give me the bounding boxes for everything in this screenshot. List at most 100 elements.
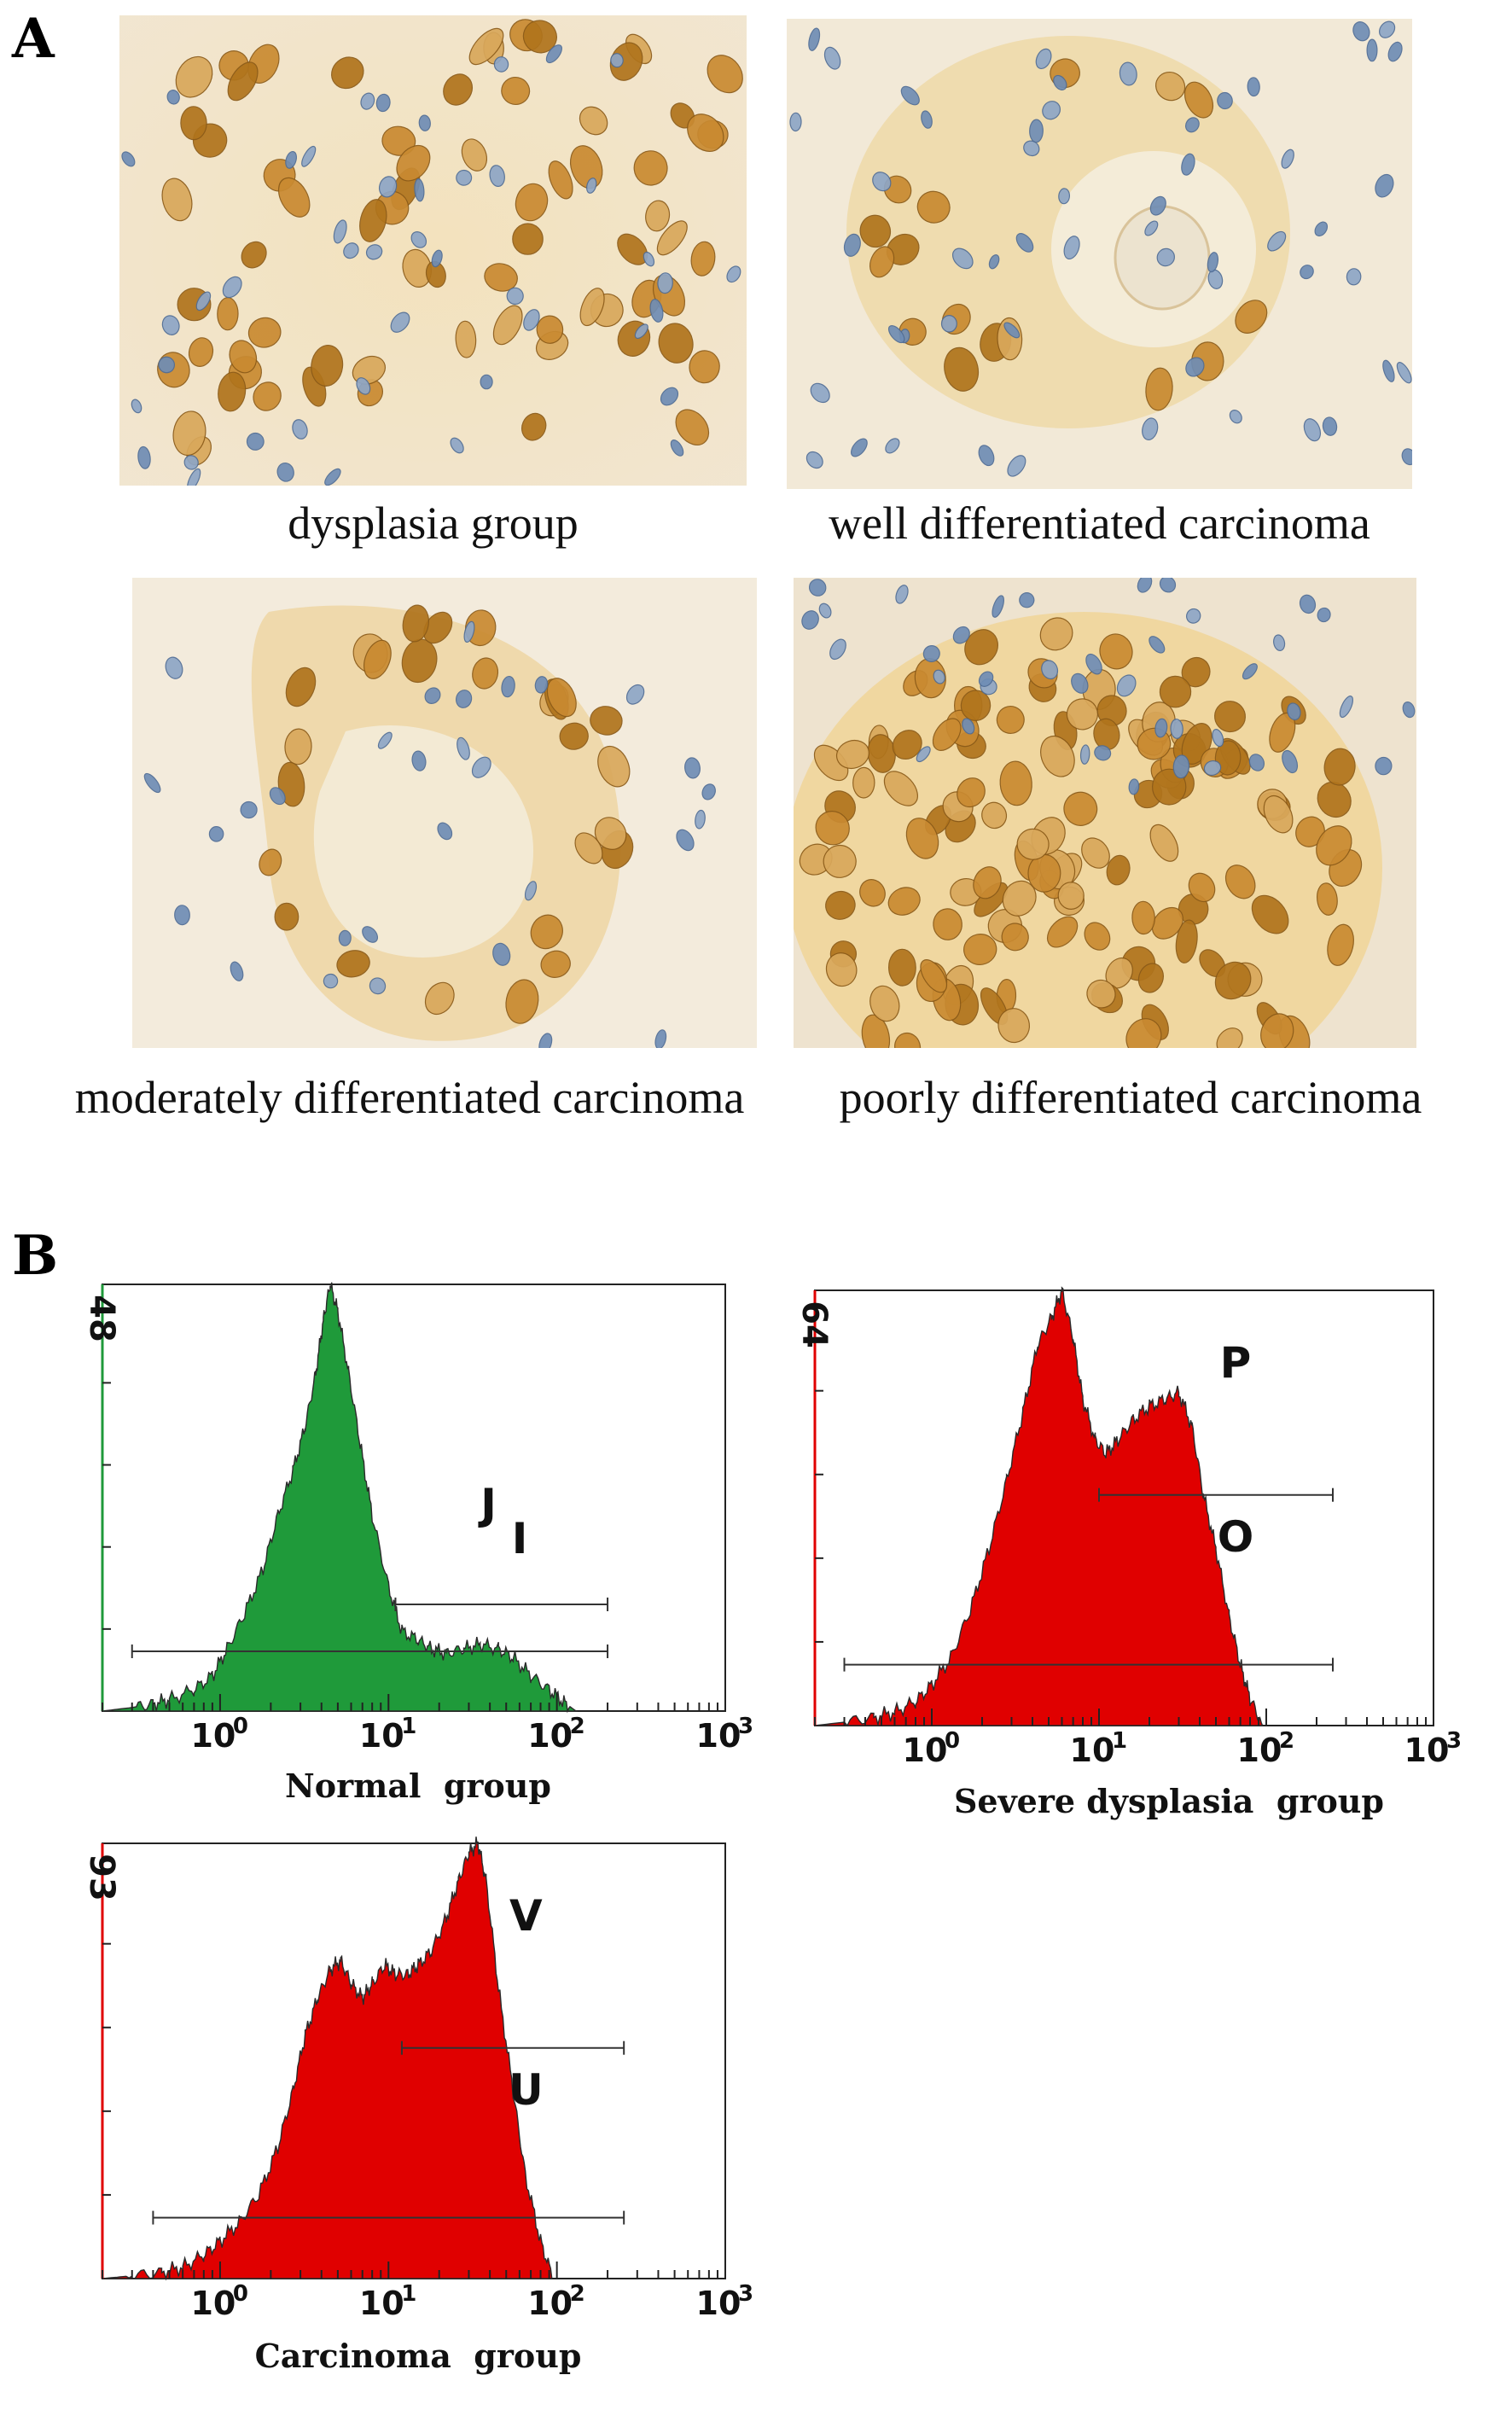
cell-nucleus bbox=[501, 675, 515, 698]
cell-nucleus bbox=[1327, 923, 1354, 966]
cell-nucleus bbox=[1316, 882, 1338, 916]
cell-nucleus bbox=[851, 438, 868, 457]
cell-nucleus bbox=[396, 144, 431, 182]
x-tick-label-exponent: 2 bbox=[570, 2281, 585, 2307]
micrograph-moderately-differentiated-image bbox=[132, 578, 757, 1048]
x-tick-label-exponent: 1 bbox=[401, 2281, 416, 2307]
cell-nucleus bbox=[869, 246, 895, 278]
cell-nucleus bbox=[887, 887, 921, 916]
histogram-normal-caption: Normal group bbox=[285, 1767, 551, 1805]
cell-nucleus bbox=[825, 890, 856, 920]
cell-nucleus bbox=[455, 690, 473, 708]
cell-nucleus bbox=[1184, 117, 1200, 133]
cell-nucleus bbox=[390, 311, 410, 333]
cell-nucleus bbox=[227, 61, 259, 102]
x-tick-label: 10 bbox=[696, 2285, 741, 2322]
x-tick-label-exponent: 0 bbox=[233, 1714, 248, 1739]
x-tick-label: 10 bbox=[1237, 1732, 1282, 1769]
cell-nucleus bbox=[625, 684, 645, 705]
cell-nucleus bbox=[1185, 357, 1205, 377]
cell-nucleus bbox=[175, 55, 213, 98]
cell-nucleus bbox=[381, 125, 416, 156]
x-tick-label-exponent: 3 bbox=[738, 1714, 753, 1739]
cell-nucleus bbox=[276, 462, 294, 482]
cell-nucleus bbox=[973, 866, 1002, 899]
cell-nucleus bbox=[1007, 455, 1026, 477]
cell-nucleus bbox=[229, 340, 258, 374]
cell-nucleus bbox=[1188, 872, 1216, 903]
cell-nucleus bbox=[359, 199, 387, 242]
x-tick-label-exponent: 3 bbox=[1446, 1728, 1462, 1754]
cell-nucleus bbox=[246, 432, 265, 451]
cell-nucleus bbox=[695, 809, 706, 830]
histogram-area bbox=[102, 1282, 579, 1714]
cell-nucleus bbox=[962, 718, 975, 735]
cell-nucleus bbox=[670, 440, 684, 457]
panel-a-label: A bbox=[12, 7, 55, 71]
cell-nucleus bbox=[1015, 233, 1034, 253]
cell-nucleus bbox=[944, 346, 980, 392]
gate-label: J bbox=[478, 1480, 497, 1529]
cell-nucleus bbox=[363, 639, 392, 679]
caption-dysplasia: dysplasia group bbox=[288, 498, 579, 549]
cell-nucleus bbox=[1066, 698, 1098, 731]
cell-nucleus bbox=[356, 377, 371, 395]
cell-nucleus bbox=[468, 27, 504, 66]
cell-nucleus bbox=[523, 309, 540, 331]
cell-nucleus bbox=[253, 381, 282, 411]
cell-nucleus bbox=[789, 112, 802, 132]
cell-nucleus bbox=[548, 160, 573, 200]
x-tick-label-exponent: 3 bbox=[738, 2281, 753, 2307]
cell-nucleus bbox=[1053, 74, 1067, 90]
cell-nucleus bbox=[158, 356, 176, 374]
cell-nucleus bbox=[230, 961, 244, 981]
cell-nucleus bbox=[894, 1032, 922, 1048]
cell-nucleus bbox=[1119, 61, 1137, 86]
cell-nucleus bbox=[1156, 247, 1175, 267]
cell-nucleus bbox=[1317, 781, 1352, 818]
cell-nucleus bbox=[1149, 636, 1166, 654]
cell-nucleus bbox=[1273, 634, 1286, 651]
cell-nucleus bbox=[414, 178, 425, 202]
cell-nucleus bbox=[586, 178, 597, 194]
histogram-area bbox=[814, 1286, 1264, 1727]
cell-nucleus bbox=[137, 445, 151, 469]
cell-nucleus bbox=[829, 638, 846, 661]
cell-nucleus bbox=[240, 800, 258, 819]
cell-nucleus bbox=[808, 27, 821, 51]
x-tick-label: 10 bbox=[190, 1717, 236, 1755]
cell-nucleus bbox=[131, 399, 142, 414]
cell-nucleus bbox=[1248, 754, 1265, 771]
cell-nucleus bbox=[1229, 410, 1242, 424]
cell-nucleus bbox=[1016, 828, 1050, 860]
cell-nucleus bbox=[521, 412, 547, 441]
cell-nucleus bbox=[1085, 653, 1102, 675]
cell-nucleus bbox=[823, 844, 857, 878]
cell-nucleus bbox=[484, 263, 518, 292]
cell-nucleus bbox=[1322, 416, 1338, 436]
cell-nucleus bbox=[988, 254, 1000, 270]
cell-nucleus bbox=[1216, 1027, 1243, 1048]
cell-nucleus bbox=[1142, 417, 1159, 440]
gate-label: V bbox=[509, 1891, 543, 1941]
cell-nucleus bbox=[493, 56, 509, 73]
cell-nucleus bbox=[892, 730, 922, 760]
cell-nucleus bbox=[579, 106, 608, 136]
cell-nucleus bbox=[579, 288, 605, 327]
cell-nucleus bbox=[1352, 21, 1370, 42]
cell-nucleus bbox=[301, 145, 317, 167]
micrograph-well-differentiated bbox=[787, 19, 1412, 489]
cell-nucleus bbox=[1207, 252, 1219, 273]
cell-nucleus bbox=[960, 690, 992, 721]
cell-nucleus bbox=[1282, 749, 1299, 774]
cell-nucleus bbox=[1106, 854, 1131, 886]
cell-nucleus bbox=[172, 410, 206, 457]
caption-well-differentiated: well differentiated carcinoma bbox=[829, 498, 1370, 549]
cell-nucleus bbox=[180, 106, 207, 141]
cell-nucleus bbox=[1042, 101, 1061, 120]
cell-nucleus bbox=[1137, 578, 1153, 593]
cell-nucleus bbox=[835, 739, 870, 770]
micrograph-poorly-differentiated-image bbox=[794, 578, 1416, 1048]
cell-nucleus bbox=[1214, 961, 1252, 1000]
cell-nucleus bbox=[859, 214, 892, 248]
